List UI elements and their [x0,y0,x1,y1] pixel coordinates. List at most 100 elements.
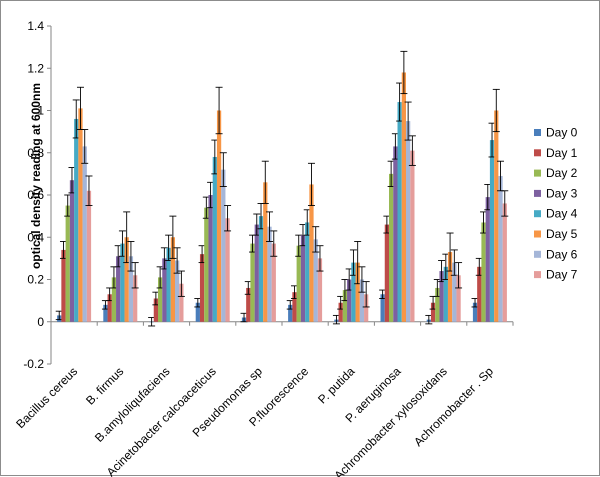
y-tick-label: -0.2 [23,357,44,371]
bar [397,102,402,322]
y-tick-label: 0.4 [27,230,44,244]
bar [61,249,66,322]
bar [258,216,264,322]
series-day-7 [85,135,509,322]
legend-label: Day 1 [546,146,578,160]
series-day-6 [81,101,505,322]
bar [271,243,276,322]
bar [364,294,369,322]
bar [153,298,158,322]
bar [221,169,226,322]
bar [452,262,457,322]
bar [489,140,495,322]
bar [204,207,209,322]
bar [263,182,268,322]
bar [494,110,499,322]
bar [338,302,343,322]
bar [82,146,87,322]
bar [456,275,461,322]
bar [116,256,121,322]
legend-item: Day 4 [534,207,578,221]
bar [175,260,180,322]
legend-swatch [534,149,541,157]
category-label: Achromobacter . Sp [411,364,496,449]
series-day-1 [59,215,483,322]
legend-label: Day 6 [546,247,578,261]
bar [254,224,259,322]
plot-area: -0.2 0 0.2 0.4 0.6 0.8 1 1.2 1.4 Bacillus cereus B… [13,19,514,477]
category-label: P. putida [315,364,358,407]
bar [393,146,398,322]
y-tick-label: 1.2 [27,61,44,75]
legend-item: Day 2 [534,166,578,180]
bar [380,294,385,322]
legend-label: Day 2 [546,166,578,180]
bar [435,287,440,322]
legend-swatch [534,271,541,279]
bar [124,237,129,322]
bar [347,279,352,322]
bar [351,262,356,322]
bar [384,224,389,322]
bar [502,203,507,322]
y-tick-label: 1.4 [27,19,44,33]
legend-item: Day 1 [534,146,578,160]
legend-label: Day 3 [546,186,578,200]
y-tick-label: 0.6 [27,188,44,202]
bar [86,190,92,322]
bar [78,108,83,322]
bar [133,275,138,322]
bar [447,252,453,322]
bar [69,180,75,322]
legend-label: Day 0 [546,126,578,140]
y-axis-label: optical density reading at 600nm [29,83,43,269]
y-tick-label: 0.8 [27,146,44,160]
bar [359,279,365,322]
legend-swatch [534,210,541,218]
bar [170,237,175,322]
legend-swatch [534,129,541,136]
bar [472,302,478,322]
bar [212,156,217,322]
bar [498,175,503,322]
legend-swatch [534,189,541,197]
bar [342,290,348,322]
legend-label: Day 7 [546,268,578,282]
bar [389,173,394,322]
bar [250,243,255,322]
bar [401,72,406,322]
bar [309,184,314,322]
legend-item: Day 6 [534,247,578,261]
y-tick-label: 0 [37,315,44,329]
category-label: Bacillus cereus [13,364,80,431]
bar [406,121,411,322]
legend-item: Day 0 [534,126,578,140]
bar [267,226,272,322]
y-tick-label: 0.2 [27,273,44,287]
legend: Day 0 Day 1 Day 2 Day 3 Day 4 Day 5 Day 6 Day 7 [534,126,578,282]
bar [481,222,486,322]
bar [120,243,125,322]
legend-swatch [534,169,541,177]
bar [128,256,134,322]
bar [107,294,112,322]
bar [439,271,444,322]
bar [166,247,171,322]
bar [208,195,213,322]
legend-swatch [534,250,541,258]
legend-item: Day 5 [534,227,578,241]
bar [313,239,318,322]
bar [410,150,415,322]
bar [296,245,301,322]
bar [103,304,108,322]
legend-item: Day 7 [534,268,578,282]
bar [288,304,293,322]
bar [317,258,323,322]
bar [179,283,184,322]
legend-label: Day 5 [546,227,578,241]
bar [477,266,482,322]
legend-swatch [534,230,541,238]
bar [225,218,230,322]
y-tick-label: 1 [37,104,44,118]
